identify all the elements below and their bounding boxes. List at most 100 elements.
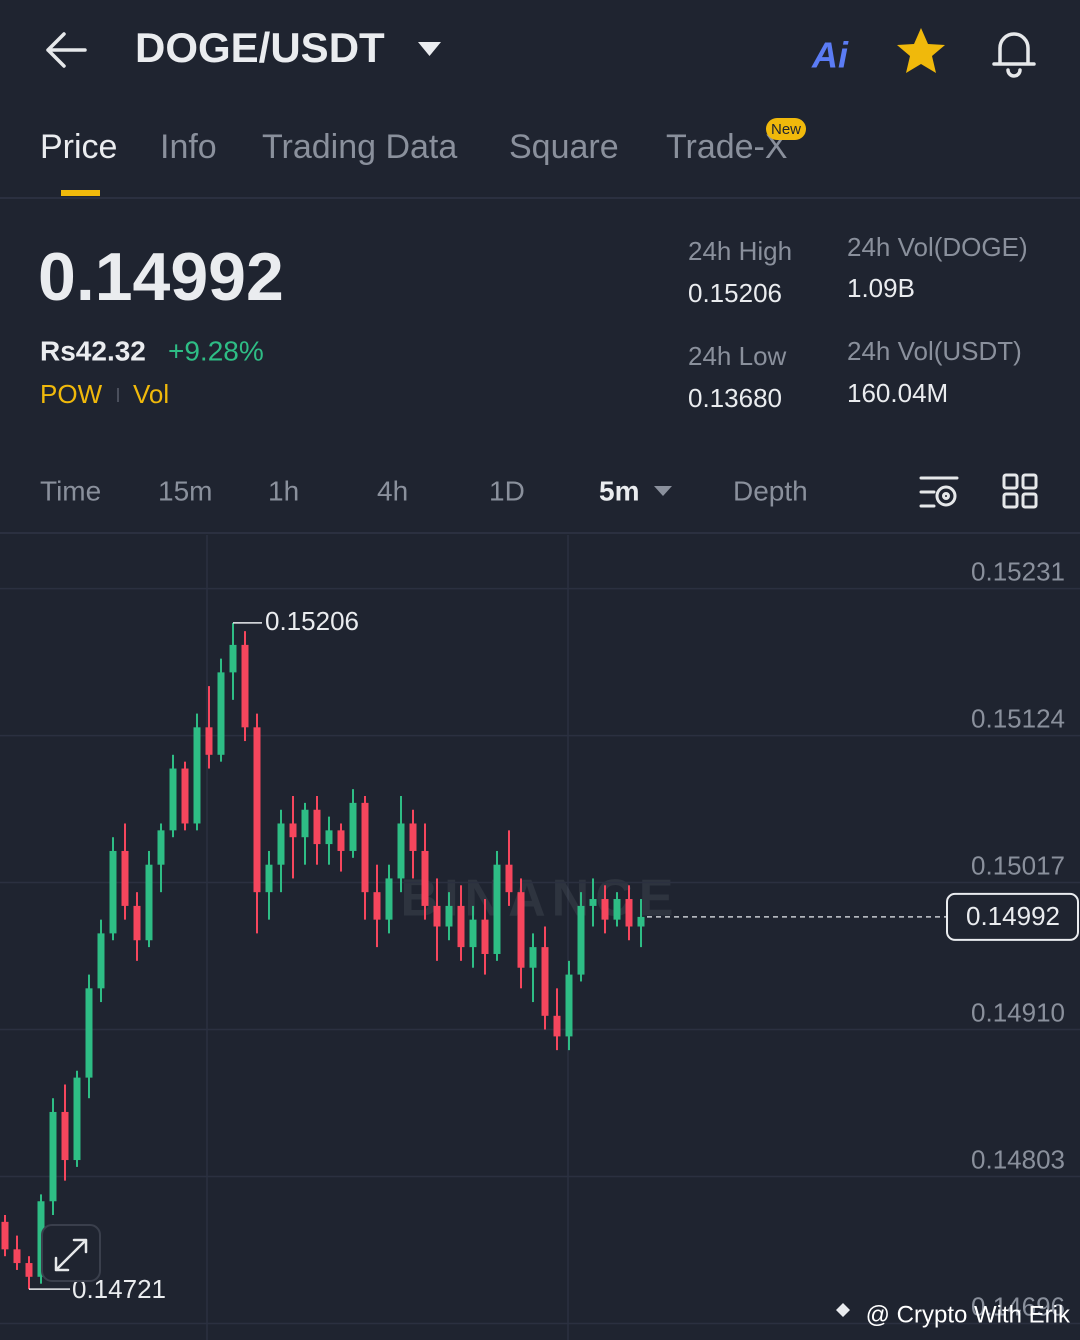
back-button[interactable] [46, 32, 87, 68]
candle-body [121, 850, 129, 906]
last-price-box [946, 892, 1079, 941]
candle-body [145, 864, 153, 941]
candle-body [49, 1111, 57, 1202]
y-tick-label: 0.14910 [971, 997, 1065, 1027]
indicator-settings[interactable] [919, 476, 959, 508]
candle-body [589, 899, 597, 906]
candle-body [385, 878, 393, 920]
candle-body [349, 802, 357, 851]
candle-body [289, 823, 297, 838]
interval[interactable]: Time [40, 475, 101, 506]
stat-value: 0.15206 [688, 278, 782, 308]
footer-logo [836, 1303, 850, 1317]
candle-body [529, 947, 537, 968]
candle-body [433, 905, 441, 927]
interval[interactable]: 1h [268, 475, 299, 506]
tab[interactable]: Trading Data [262, 128, 457, 166]
candle-body [637, 916, 645, 927]
pair-title[interactable]: DOGE/USDT [135, 24, 385, 71]
candle-body [1, 1221, 9, 1250]
interval[interactable]: 5m [599, 475, 639, 506]
candle-body [25, 1263, 33, 1277]
high-label: 0.15206 [265, 606, 359, 636]
candle-body [217, 672, 225, 755]
candle-body [409, 823, 417, 851]
candle-body [133, 905, 141, 941]
candle-body [373, 892, 381, 920]
candle-body [13, 1249, 21, 1264]
price-change: +9.28% [168, 335, 264, 366]
interval[interactable]: 15m [158, 475, 212, 506]
fiat-price: Rs42.32 [40, 335, 146, 366]
interval[interactable]: Depth [733, 475, 808, 506]
candle-body [517, 892, 525, 968]
stat-label: 24h Vol(USDT) [847, 336, 1022, 366]
candle-body [157, 830, 165, 865]
interval[interactable]: 1D [489, 475, 525, 506]
stat-label: 24h High [688, 236, 792, 266]
footer-credit: @ Crypto With Erik [866, 1301, 1071, 1328]
candle-body [481, 919, 489, 954]
candle-body [301, 809, 309, 838]
candle-body [505, 864, 513, 893]
candle-body [601, 899, 609, 920]
candle-body [625, 899, 633, 927]
interval[interactable]: 4h [377, 475, 408, 506]
candle-body [73, 1077, 81, 1161]
candle-body [553, 1015, 561, 1037]
candle-body [337, 830, 345, 851]
candle-body [253, 727, 261, 893]
candle-body [613, 899, 621, 920]
candle-body [565, 974, 573, 1037]
last-price: 0.14992 [38, 239, 284, 315]
fullscreen-button[interactable] [41, 1224, 101, 1282]
tab[interactable]: Info [160, 128, 217, 166]
stat-label: 24h Vol(DOGE) [847, 232, 1028, 262]
tab[interactable]: Price [40, 128, 117, 166]
y-tick-label: 0.15231 [971, 556, 1065, 586]
ai-button[interactable]: Ai [811, 35, 849, 76]
layout-button[interactable] [1002, 473, 1038, 509]
y-tick-label: 0.15017 [971, 850, 1065, 880]
favorite-star[interactable] [897, 28, 945, 73]
candle-body [457, 905, 465, 948]
tag-vol[interactable]: Vol [133, 379, 169, 409]
stat-value: 0.13680 [688, 383, 782, 413]
y-tick-label: 0.15124 [971, 703, 1065, 733]
interval-dropdown[interactable] [654, 486, 672, 496]
y-tick-label: 0.14803 [971, 1144, 1065, 1174]
tag-pow[interactable]: POW [40, 379, 103, 409]
new-badge-text: New [771, 121, 801, 138]
candle-body [577, 905, 585, 975]
stat-label: 24h Low [688, 341, 787, 371]
candle-body [277, 823, 285, 865]
candle-body [229, 644, 237, 673]
last-price-label: 0.14992 [966, 901, 1060, 931]
pair-dropdown[interactable] [418, 42, 441, 56]
candle-body [205, 727, 213, 755]
candle-body [109, 850, 117, 934]
candle-body [97, 933, 105, 989]
candle-body [85, 988, 93, 1078]
candle-body [445, 905, 453, 927]
candle-body [397, 823, 405, 879]
stat-value: 1.09B [847, 273, 915, 303]
candle-body [169, 768, 177, 831]
candle-body [421, 850, 429, 906]
fullscreen-icon [54, 1238, 88, 1272]
candle-body [325, 830, 333, 845]
candle-body [361, 802, 369, 893]
tab[interactable]: Trade-X [666, 128, 788, 166]
candle-body [193, 727, 201, 824]
candle-body [313, 809, 321, 845]
new-badge [766, 118, 806, 140]
y-tick-label: 0.14696 [971, 1291, 1065, 1321]
candle-body [469, 919, 477, 948]
candle-body [541, 947, 549, 1016]
tab[interactable]: Square [509, 128, 619, 166]
alert-bell[interactable] [992, 32, 1036, 78]
candle-body [265, 864, 273, 893]
tab-indicator [61, 190, 100, 196]
